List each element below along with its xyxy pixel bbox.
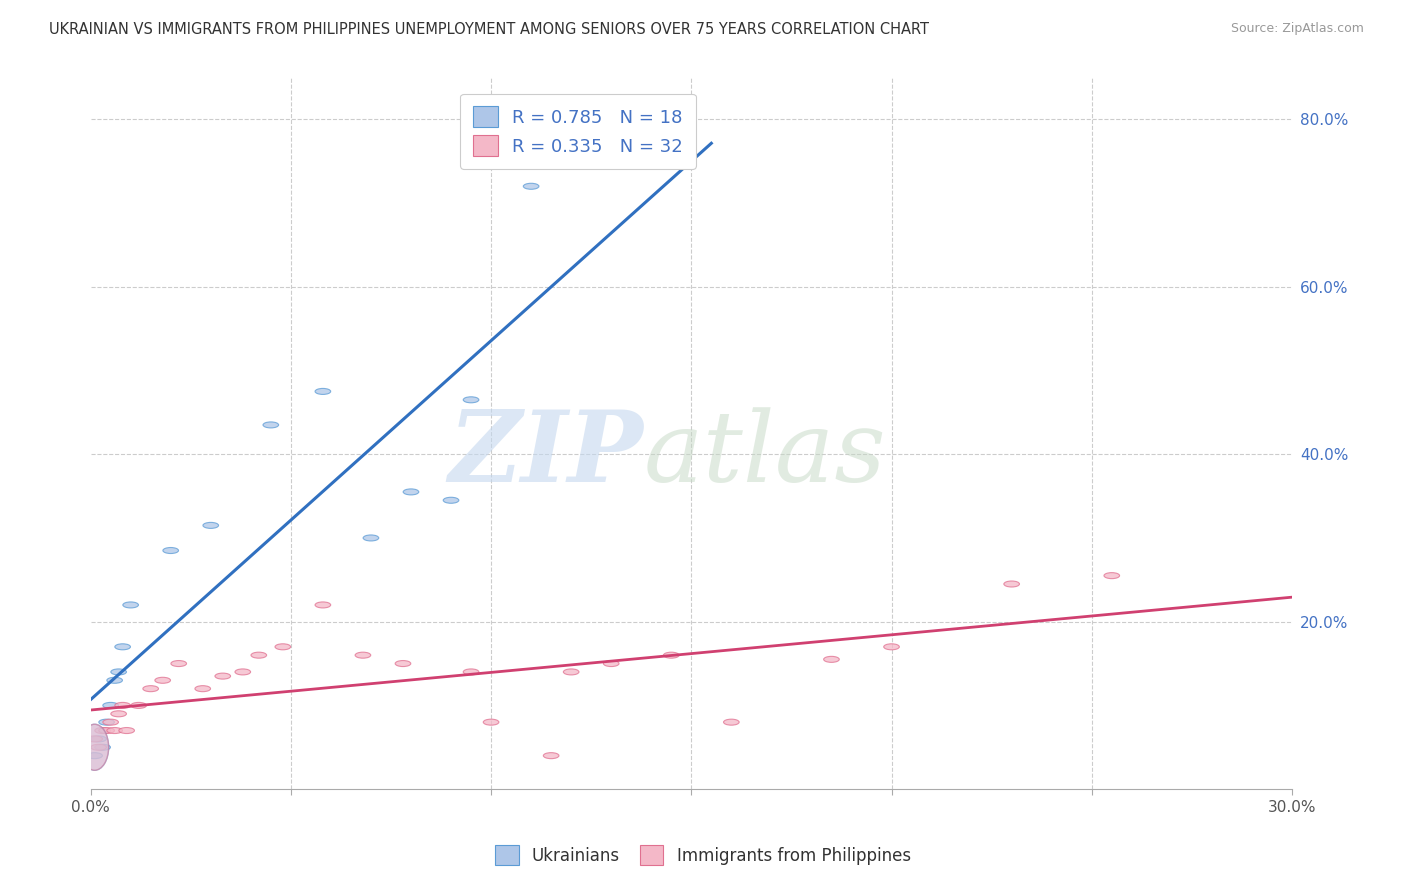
Ellipse shape [664, 652, 679, 658]
Ellipse shape [91, 744, 107, 750]
Ellipse shape [111, 711, 127, 717]
Ellipse shape [443, 497, 458, 503]
Ellipse shape [98, 719, 114, 725]
Ellipse shape [87, 753, 103, 759]
Ellipse shape [404, 489, 419, 495]
Ellipse shape [523, 183, 538, 189]
Ellipse shape [724, 719, 740, 725]
Ellipse shape [111, 669, 127, 675]
Ellipse shape [363, 535, 378, 541]
Ellipse shape [103, 719, 118, 725]
Ellipse shape [80, 724, 108, 771]
Ellipse shape [356, 652, 371, 658]
Ellipse shape [463, 397, 479, 403]
Ellipse shape [824, 657, 839, 663]
Ellipse shape [884, 644, 900, 649]
Text: UKRAINIAN VS IMMIGRANTS FROM PHILIPPINES UNEMPLOYMENT AMONG SENIORS OVER 75 YEAR: UKRAINIAN VS IMMIGRANTS FROM PHILIPPINES… [49, 22, 929, 37]
Ellipse shape [603, 661, 619, 666]
Text: atlas: atlas [644, 407, 886, 502]
Ellipse shape [172, 661, 187, 666]
Ellipse shape [115, 644, 131, 649]
Ellipse shape [87, 736, 103, 742]
Ellipse shape [315, 602, 330, 608]
Ellipse shape [131, 702, 146, 708]
Ellipse shape [91, 736, 107, 742]
Ellipse shape [115, 702, 131, 708]
Ellipse shape [120, 728, 135, 733]
Ellipse shape [202, 523, 218, 528]
Ellipse shape [484, 719, 499, 725]
Ellipse shape [315, 388, 330, 394]
Ellipse shape [1104, 573, 1119, 579]
Ellipse shape [263, 422, 278, 428]
Ellipse shape [564, 669, 579, 675]
Ellipse shape [276, 644, 291, 649]
Ellipse shape [395, 661, 411, 666]
Ellipse shape [107, 677, 122, 683]
Ellipse shape [122, 602, 138, 608]
Ellipse shape [103, 702, 118, 708]
Text: ZIP: ZIP [449, 407, 644, 503]
Ellipse shape [235, 669, 250, 675]
Ellipse shape [1004, 581, 1019, 587]
Text: Source: ZipAtlas.com: Source: ZipAtlas.com [1230, 22, 1364, 36]
Ellipse shape [80, 724, 108, 771]
Ellipse shape [463, 669, 479, 675]
Ellipse shape [215, 673, 231, 679]
Ellipse shape [195, 686, 211, 691]
Ellipse shape [252, 652, 267, 658]
Ellipse shape [143, 686, 159, 691]
Ellipse shape [94, 744, 111, 750]
Legend: R = 0.785   N = 18, R = 0.335   N = 32: R = 0.785 N = 18, R = 0.335 N = 32 [460, 94, 696, 169]
Ellipse shape [543, 753, 560, 759]
Ellipse shape [155, 677, 170, 683]
Legend: Ukrainians, Immigrants from Philippines: Ukrainians, Immigrants from Philippines [486, 837, 920, 873]
Ellipse shape [98, 728, 114, 733]
Ellipse shape [163, 548, 179, 554]
Ellipse shape [107, 728, 122, 733]
Ellipse shape [94, 728, 111, 733]
